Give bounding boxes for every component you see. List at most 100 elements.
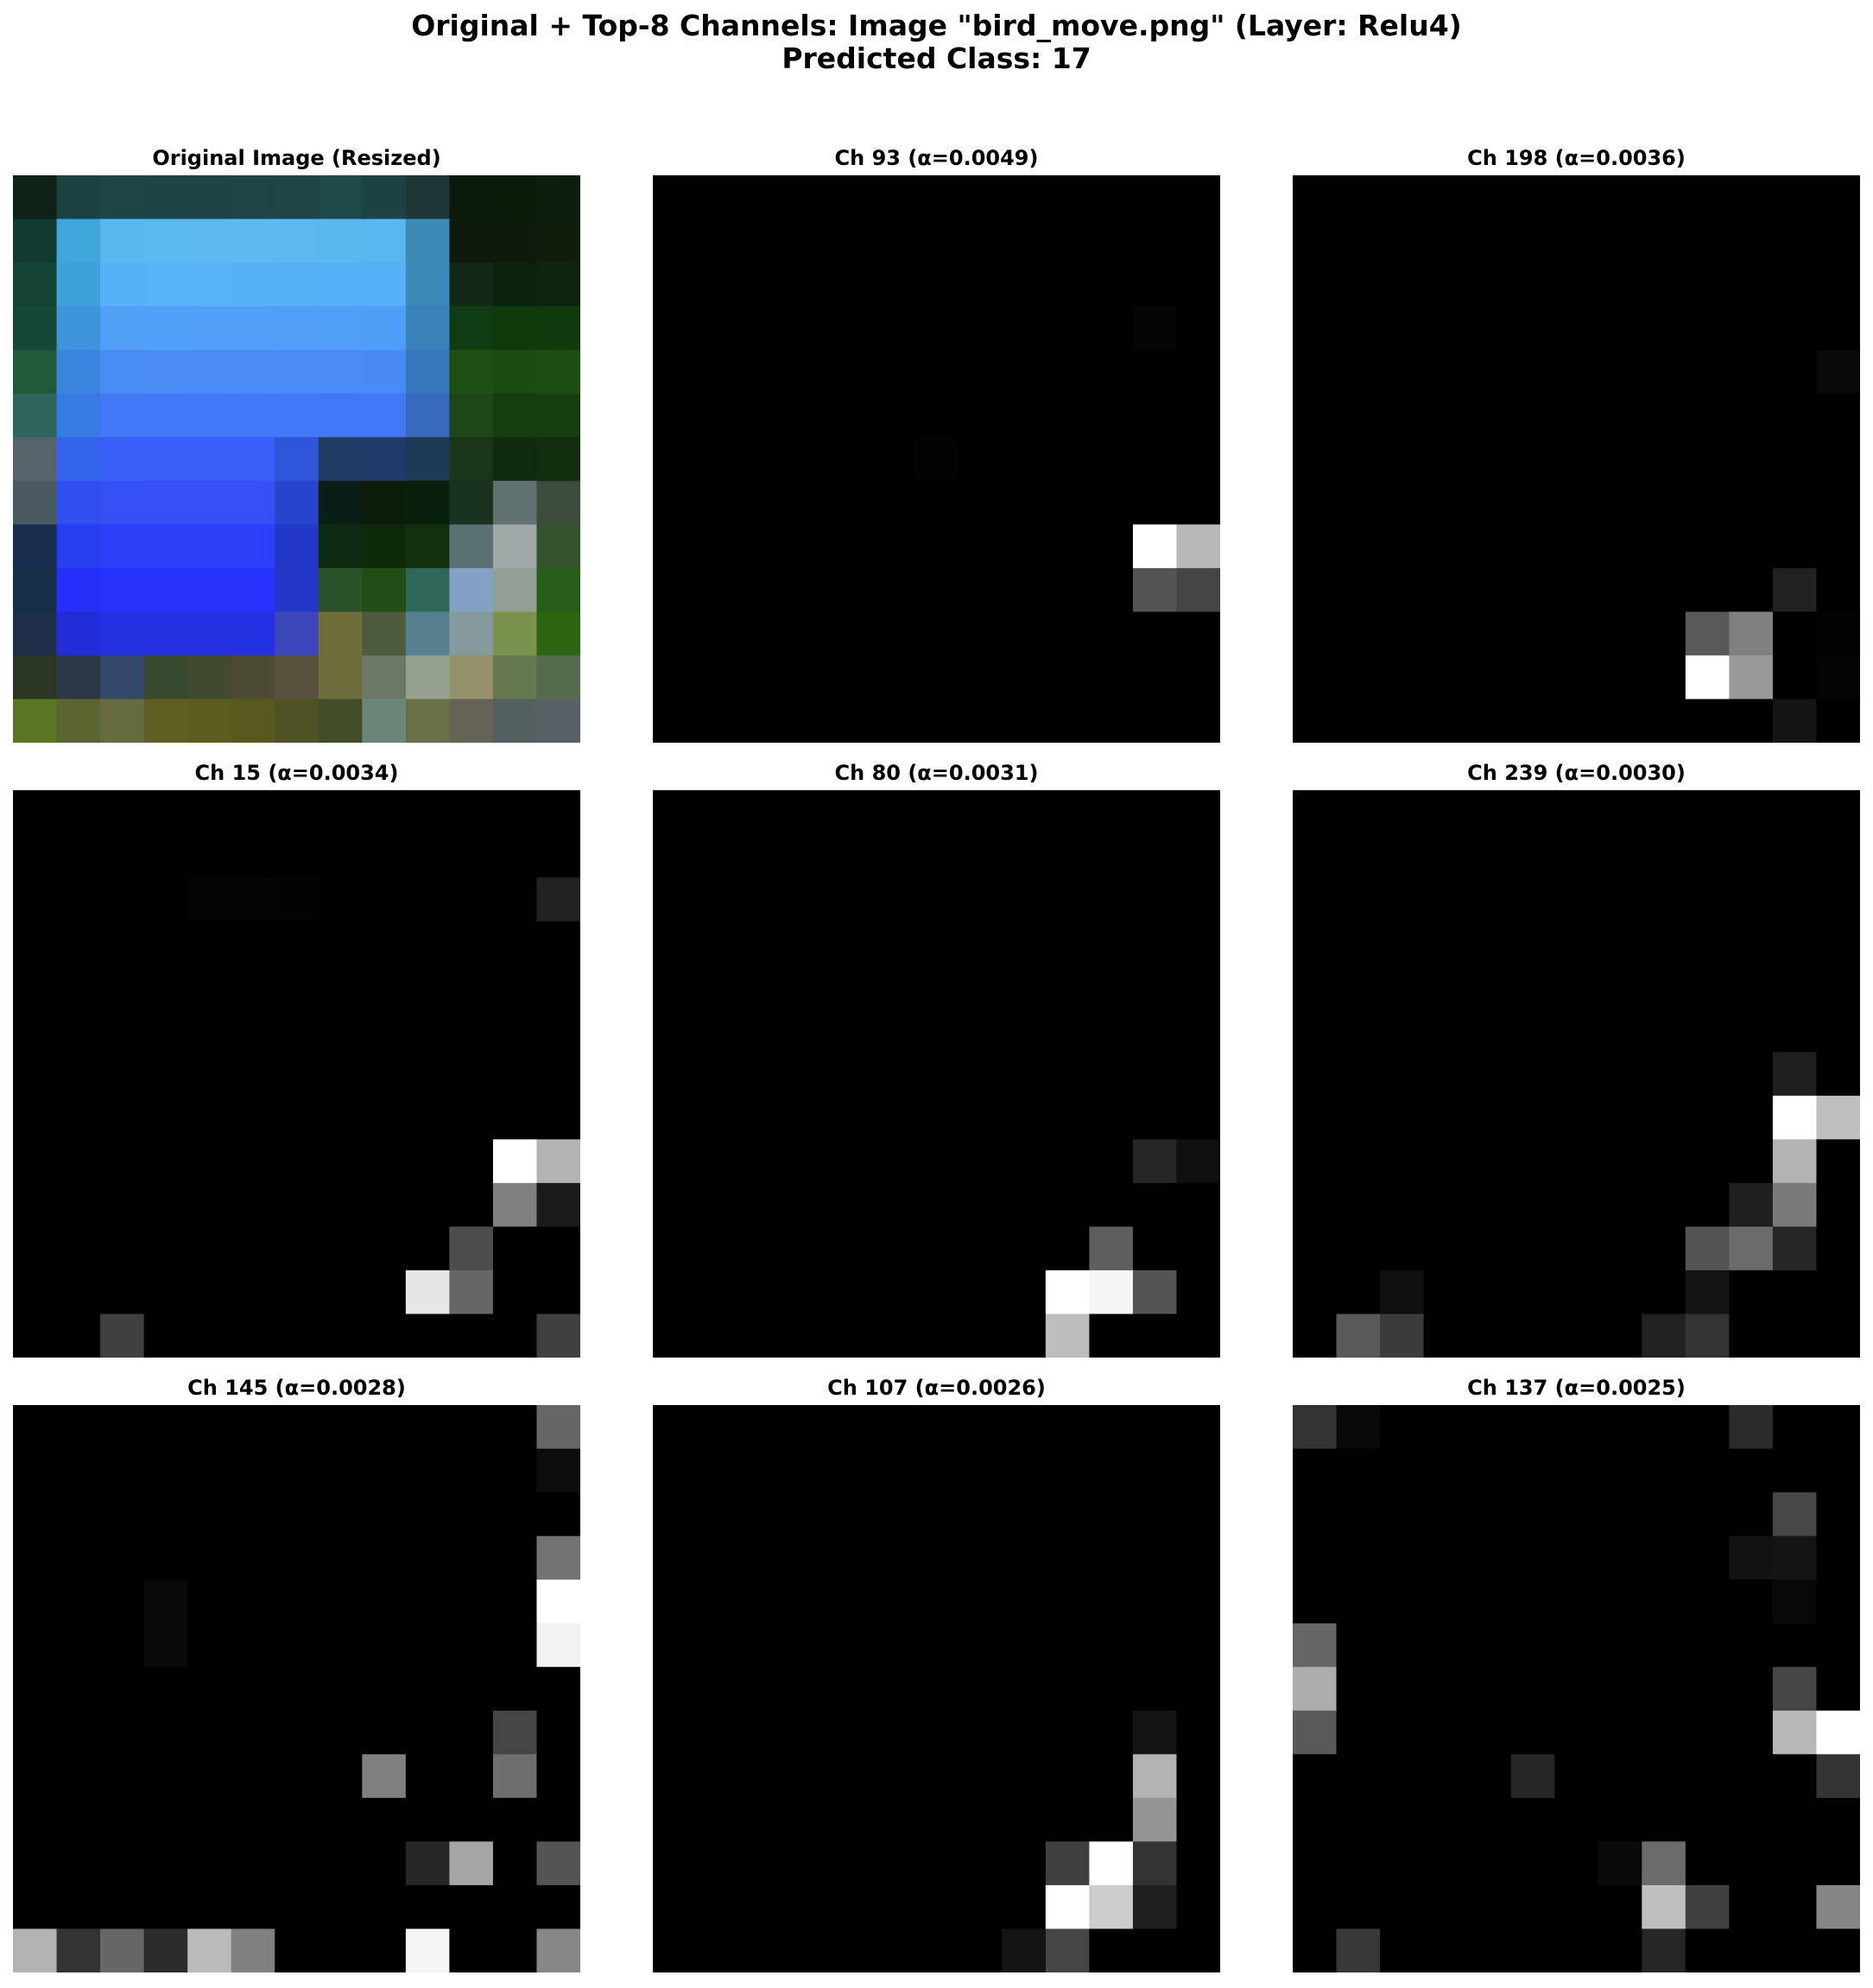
heatmap-cell — [914, 1139, 959, 1184]
heatmap-cell — [1045, 567, 1090, 612]
heatmap-cell — [143, 393, 188, 438]
heatmap-cell — [914, 480, 959, 525]
heatmap-cell — [536, 1269, 580, 1315]
heatmap-cell — [1510, 1226, 1555, 1271]
heatmap-cell — [740, 1008, 785, 1053]
heatmap-cell — [914, 965, 959, 1010]
heatmap-cell — [827, 790, 872, 835]
heatmap-cell — [914, 877, 959, 922]
heatmap-cell — [100, 263, 145, 307]
heatmap-cell — [449, 1754, 494, 1799]
heatmap-cell — [56, 437, 101, 482]
heatmap-cell — [1089, 965, 1134, 1010]
heatmap-cell — [958, 1095, 1003, 1140]
heatmap-cell — [827, 1928, 872, 1972]
heatmap-cell — [13, 437, 58, 482]
heatmap-cell — [958, 1405, 1003, 1450]
heatmap-cell — [958, 1314, 1003, 1358]
heatmap-cell — [56, 1754, 101, 1799]
heatmap-cell — [56, 1182, 101, 1227]
heatmap-cell — [783, 437, 828, 482]
heatmap-cell — [740, 567, 785, 612]
heatmap-cell — [1132, 965, 1178, 1010]
heatmap-cell — [653, 1314, 698, 1358]
heatmap-cell — [187, 1928, 232, 1972]
heatmap-cell — [1772, 306, 1818, 351]
heatmap-cell — [1510, 306, 1555, 351]
heatmap-cell — [1772, 263, 1818, 307]
heatmap-cell — [1336, 611, 1381, 656]
heatmap-cell — [1380, 350, 1425, 395]
heatmap-cell — [1336, 921, 1381, 966]
heatmap-cell — [1132, 833, 1178, 878]
heatmap-cell — [827, 1095, 872, 1140]
heatmap-cell — [1293, 877, 1338, 922]
heatmap-cell — [1045, 1052, 1090, 1097]
heatmap-cell — [449, 567, 494, 612]
heatmap-cell — [1685, 877, 1730, 922]
heatmap-cell — [536, 1314, 580, 1358]
heatmap-cell — [1598, 921, 1642, 966]
heatmap-cell — [13, 1269, 58, 1315]
heatmap-cell — [1045, 1492, 1090, 1537]
heatmap-cell — [1002, 1139, 1047, 1184]
heatmap-cell — [1554, 1269, 1599, 1315]
heatmap-cell — [362, 877, 407, 922]
heatmap-cell — [1176, 1182, 1220, 1227]
heatmap-cell — [100, 1884, 145, 1930]
heatmap-cell — [1380, 218, 1425, 263]
heatmap-cell — [827, 699, 872, 743]
heatmap-cell — [143, 1139, 188, 1184]
heatmap-cell — [187, 306, 232, 351]
heatmap-cell — [1089, 1492, 1134, 1537]
heatmap-cell — [1176, 1928, 1220, 1972]
heatmap-cell — [827, 1667, 872, 1712]
heatmap-cell — [1772, 218, 1818, 263]
heatmap-cell — [1089, 567, 1134, 612]
heatmap-cell — [783, 1182, 828, 1227]
heatmap-cell — [275, 1754, 320, 1799]
heatmap-cell — [1176, 877, 1220, 922]
heatmap-cell — [870, 1182, 915, 1227]
heatmap-cell — [1176, 524, 1220, 569]
heatmap-cell — [1423, 393, 1468, 438]
heatmap-cell — [318, 1314, 363, 1358]
heatmap-cell — [492, 1095, 538, 1140]
heatmap-cell — [827, 1448, 872, 1493]
heatmap-cell — [536, 1580, 580, 1624]
heatmap-cell — [1642, 833, 1686, 878]
heatmap-cell — [1336, 1405, 1381, 1450]
heatmap-cell — [1642, 524, 1686, 569]
heatmap-cell — [1336, 1928, 1381, 1972]
heatmap-cell — [740, 611, 785, 656]
heatmap-cell — [1089, 611, 1134, 656]
heatmap-cell — [13, 1754, 58, 1799]
heatmap-cell — [1685, 1492, 1730, 1537]
heatmap-cell — [362, 306, 407, 351]
heatmap-cell — [318, 833, 363, 878]
heatmap-cell — [1423, 1754, 1468, 1799]
heatmap-cell — [231, 1710, 275, 1755]
heatmap-cell — [870, 655, 915, 700]
heatmap-cell — [1598, 1797, 1642, 1842]
heatmap-cell — [536, 567, 580, 612]
heatmap-cell — [1176, 1492, 1220, 1537]
heatmap-cell — [1176, 1226, 1220, 1271]
heatmap-cell — [1132, 567, 1178, 612]
heatmap-cell — [958, 965, 1003, 1010]
heatmap-cell — [405, 350, 450, 395]
heatmap-cell — [1816, 1710, 1860, 1755]
heatmap-cell — [143, 1754, 188, 1799]
heatmap-cell — [1380, 965, 1425, 1010]
heatmap-cell — [318, 1535, 363, 1580]
heatmap-cell — [1176, 567, 1220, 612]
heatmap-cell — [318, 1841, 363, 1886]
heatmap-cell — [1772, 1841, 1818, 1886]
heatmap-cell — [870, 965, 915, 1010]
heatmap-cell — [1510, 833, 1555, 878]
heatmap-cell — [740, 1226, 785, 1271]
heatmap-cell — [740, 393, 785, 438]
heatmap-cell — [1293, 833, 1338, 878]
heatmap-cell — [449, 1928, 494, 1972]
heatmap-cell — [13, 1667, 58, 1712]
